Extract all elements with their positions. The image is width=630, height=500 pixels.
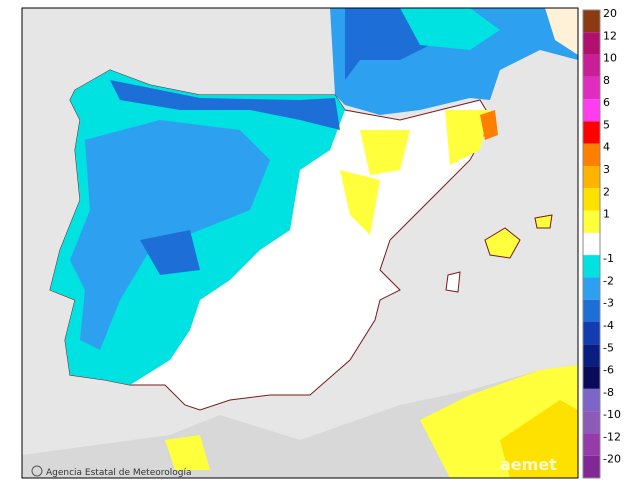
legend-label: 5 xyxy=(603,118,610,131)
legend-label: -2 xyxy=(603,274,614,287)
legend-label: -6 xyxy=(603,364,614,377)
map-frame xyxy=(21,7,579,479)
legend-label: 4 xyxy=(603,141,610,154)
legend-label: -8 xyxy=(603,386,614,399)
logo-text: aemet xyxy=(500,455,557,474)
legend-swatch xyxy=(583,455,600,478)
cold-area-3 xyxy=(110,80,340,130)
france-anomaly-light xyxy=(400,8,500,50)
legend-swatch xyxy=(583,121,600,144)
africa-warm-3 xyxy=(165,435,210,470)
legend-label: -20 xyxy=(603,453,621,466)
legend-label: 2 xyxy=(603,185,610,198)
land xyxy=(545,8,578,55)
legend-label: 3 xyxy=(603,163,610,176)
legend: 20 12 10 8 6 5 4 3 2 1 -1 -2 -3 -4 -5 -6 -8 -10 -12 -20 xyxy=(582,7,621,479)
legend-swatch xyxy=(583,143,600,166)
legend-swatch xyxy=(583,99,600,122)
legend-swatch xyxy=(583,322,600,345)
credit: Agencia Estatal de Meteorología xyxy=(46,468,192,478)
legend-swatch xyxy=(583,255,600,278)
legend-swatch xyxy=(583,388,600,412)
legend-swatch xyxy=(583,54,600,77)
legend-label: 10 xyxy=(603,52,617,65)
legend-label: 12 xyxy=(603,29,617,42)
legend-swatch xyxy=(583,166,600,189)
legend-swatch xyxy=(583,76,600,100)
logo-icon xyxy=(31,465,43,477)
africa-warm-2 xyxy=(500,400,578,478)
legend-swatch xyxy=(583,299,600,322)
legend-swatch xyxy=(583,344,600,367)
legend-label: 20 xyxy=(603,7,617,20)
legend-label: -3 xyxy=(603,297,614,310)
island xyxy=(484,227,521,259)
legend-label: 6 xyxy=(603,96,610,109)
island xyxy=(534,214,553,229)
legend-swatch xyxy=(583,277,600,300)
legend-label: -1 xyxy=(603,252,614,265)
legend-label: -5 xyxy=(603,341,614,354)
legend-label: 8 xyxy=(603,74,610,87)
legend-label: -12 xyxy=(603,430,621,443)
legend-swatch xyxy=(583,366,600,389)
legend-label: -4 xyxy=(603,319,614,332)
legend-swatch xyxy=(583,411,600,434)
legend-swatch xyxy=(583,10,600,33)
warm-area xyxy=(360,130,410,175)
warm-area-3 xyxy=(340,170,380,235)
legend-label: 1 xyxy=(603,208,610,221)
legend-label: -10 xyxy=(603,408,621,421)
warm-area-2 xyxy=(445,110,490,165)
legend-swatch xyxy=(583,210,600,233)
legend-swatch xyxy=(583,188,600,211)
legend-swatch xyxy=(583,433,600,456)
legend-swatch xyxy=(583,32,600,55)
legend-frame xyxy=(582,9,601,479)
warm-area-4 xyxy=(480,110,498,140)
cold-area-4 xyxy=(140,230,200,275)
island xyxy=(445,271,461,293)
